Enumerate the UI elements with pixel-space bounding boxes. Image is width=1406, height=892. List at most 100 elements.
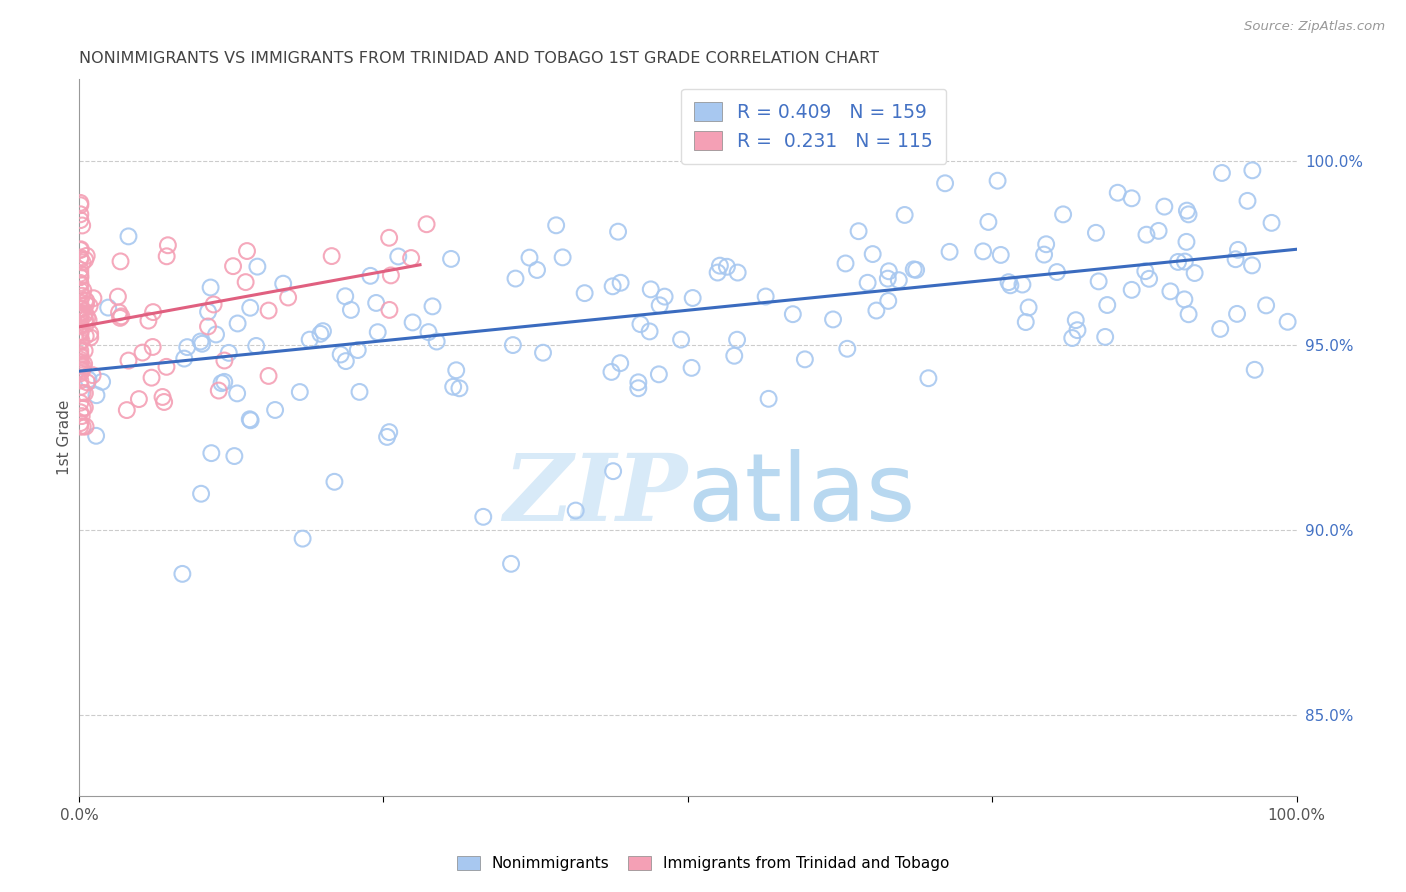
Point bbox=[69, 350, 91, 364]
Point bbox=[97, 301, 120, 315]
Point bbox=[917, 371, 939, 385]
Point bbox=[378, 231, 401, 245]
Point bbox=[69, 198, 91, 212]
Point bbox=[505, 271, 527, 285]
Point bbox=[1159, 285, 1181, 299]
Point bbox=[1167, 255, 1189, 269]
Point bbox=[138, 313, 160, 327]
Point bbox=[1184, 266, 1206, 280]
Point bbox=[218, 346, 240, 360]
Point bbox=[197, 319, 219, 334]
Point bbox=[905, 263, 928, 277]
Point bbox=[72, 419, 94, 434]
Text: NONIMMIGRANTS VS IMMIGRANTS FROM TRINIDAD AND TOBAGO 1ST GRADE CORRELATION CHART: NONIMMIGRANTS VS IMMIGRANTS FROM TRINIDA… bbox=[79, 51, 879, 66]
Point bbox=[312, 324, 335, 338]
Point bbox=[335, 354, 357, 368]
Point bbox=[110, 254, 132, 268]
Point bbox=[69, 284, 91, 298]
Point bbox=[75, 252, 97, 267]
Point bbox=[1226, 243, 1249, 257]
Point bbox=[990, 248, 1012, 262]
Point bbox=[972, 244, 994, 259]
Point bbox=[69, 301, 91, 316]
Point bbox=[758, 392, 780, 406]
Point bbox=[1153, 200, 1175, 214]
Point bbox=[291, 532, 314, 546]
Point bbox=[1240, 259, 1263, 273]
Point bbox=[257, 303, 280, 318]
Point bbox=[793, 352, 815, 367]
Point bbox=[1121, 191, 1143, 205]
Point bbox=[76, 249, 98, 263]
Point bbox=[502, 338, 524, 352]
Point bbox=[627, 376, 650, 390]
Point bbox=[75, 297, 97, 311]
Point bbox=[236, 244, 259, 258]
Point bbox=[1174, 254, 1197, 268]
Point bbox=[176, 340, 198, 354]
Point bbox=[70, 219, 93, 233]
Point bbox=[79, 299, 101, 313]
Point bbox=[449, 381, 471, 395]
Point bbox=[108, 310, 131, 325]
Point bbox=[346, 343, 368, 357]
Point bbox=[115, 403, 138, 417]
Point bbox=[76, 376, 98, 390]
Point bbox=[271, 277, 294, 291]
Point bbox=[239, 412, 262, 426]
Point bbox=[387, 250, 409, 264]
Point bbox=[607, 225, 630, 239]
Point bbox=[117, 353, 139, 368]
Point bbox=[723, 349, 745, 363]
Point bbox=[156, 249, 179, 263]
Point bbox=[142, 340, 165, 354]
Point bbox=[782, 307, 804, 321]
Point bbox=[69, 262, 91, 277]
Point bbox=[69, 355, 91, 369]
Point bbox=[131, 345, 153, 359]
Point bbox=[69, 252, 91, 267]
Point bbox=[1087, 274, 1109, 288]
Point bbox=[239, 413, 262, 427]
Point bbox=[69, 267, 91, 281]
Point bbox=[1135, 264, 1157, 278]
Point bbox=[69, 310, 91, 324]
Point bbox=[609, 276, 631, 290]
Point bbox=[877, 264, 900, 278]
Point bbox=[378, 302, 401, 317]
Point bbox=[205, 327, 228, 342]
Point bbox=[1236, 194, 1258, 208]
Point bbox=[725, 333, 748, 347]
Point bbox=[69, 374, 91, 388]
Point bbox=[600, 365, 623, 379]
Point bbox=[155, 359, 177, 374]
Point bbox=[1046, 265, 1069, 279]
Point bbox=[191, 336, 214, 351]
Point bbox=[418, 325, 440, 339]
Point bbox=[69, 326, 91, 341]
Point bbox=[79, 326, 101, 341]
Point bbox=[211, 376, 233, 391]
Point bbox=[69, 325, 91, 339]
Point bbox=[70, 362, 93, 376]
Point bbox=[1018, 301, 1040, 315]
Point bbox=[1175, 203, 1198, 218]
Point bbox=[546, 219, 568, 233]
Point bbox=[72, 255, 94, 269]
Text: ZIP: ZIP bbox=[503, 450, 688, 540]
Point bbox=[323, 475, 346, 489]
Point bbox=[69, 335, 91, 350]
Point bbox=[1052, 207, 1074, 221]
Point bbox=[399, 251, 422, 265]
Point bbox=[70, 409, 93, 423]
Point bbox=[1107, 186, 1129, 200]
Point bbox=[669, 333, 692, 347]
Point bbox=[69, 301, 91, 316]
Point bbox=[69, 269, 91, 284]
Text: Source: ZipAtlas.com: Source: ZipAtlas.com bbox=[1244, 20, 1385, 33]
Point bbox=[440, 252, 463, 266]
Point bbox=[862, 247, 884, 261]
Point bbox=[69, 307, 91, 321]
Point bbox=[834, 256, 856, 270]
Point bbox=[69, 343, 91, 358]
